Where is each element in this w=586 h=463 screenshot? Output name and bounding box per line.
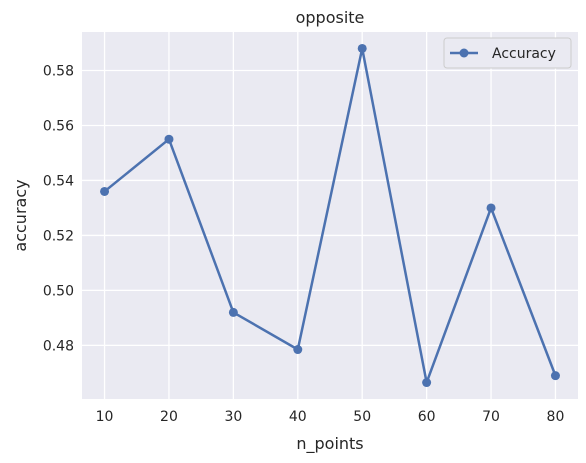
x-gridlines [103, 32, 557, 399]
y-gridlines [82, 69, 578, 347]
chart-title: opposite [296, 8, 365, 27]
y-tick-label: 0.58 [43, 63, 74, 79]
data-point [164, 134, 174, 144]
legend-box [443, 37, 572, 69]
x-tick-label: 80 [547, 409, 565, 425]
x-tick-label: 60 [418, 409, 436, 425]
x-tick-label: 50 [353, 409, 371, 425]
data-point [486, 203, 496, 213]
x-tick-label: 10 [96, 409, 114, 425]
y-tick-label: 0.56 [43, 118, 74, 134]
data-point [293, 345, 303, 355]
x-tick-label: 20 [160, 409, 178, 425]
y-tick-labels: 0.48 0.50 0.52 0.54 0.56 0.58 [43, 63, 74, 354]
x-tick-label: 40 [289, 409, 307, 425]
series-layer [100, 43, 560, 388]
x-tick-labels: 10 20 30 40 50 60 70 80 [96, 409, 565, 425]
data-point [228, 307, 238, 317]
data-point [550, 371, 560, 381]
y-tick-label: 0.52 [43, 228, 74, 244]
legend-marker [459, 48, 469, 58]
y-axis-label: accuracy [11, 179, 30, 251]
data-point [100, 186, 110, 196]
data-point [422, 378, 432, 388]
series-line-accuracy [103, 47, 557, 384]
x-tick-label: 30 [224, 409, 242, 425]
y-tick-label: 0.48 [43, 338, 74, 354]
x-axis-label: n_points [296, 434, 363, 454]
y-tick-label: 0.50 [43, 283, 74, 299]
data-point [357, 43, 367, 53]
x-tick-label: 70 [482, 409, 500, 425]
legend: Accuracy [443, 37, 572, 69]
legend-entry-accuracy: Accuracy [492, 46, 556, 62]
y-tick-label: 0.54 [43, 173, 74, 189]
plot-background [82, 32, 578, 399]
